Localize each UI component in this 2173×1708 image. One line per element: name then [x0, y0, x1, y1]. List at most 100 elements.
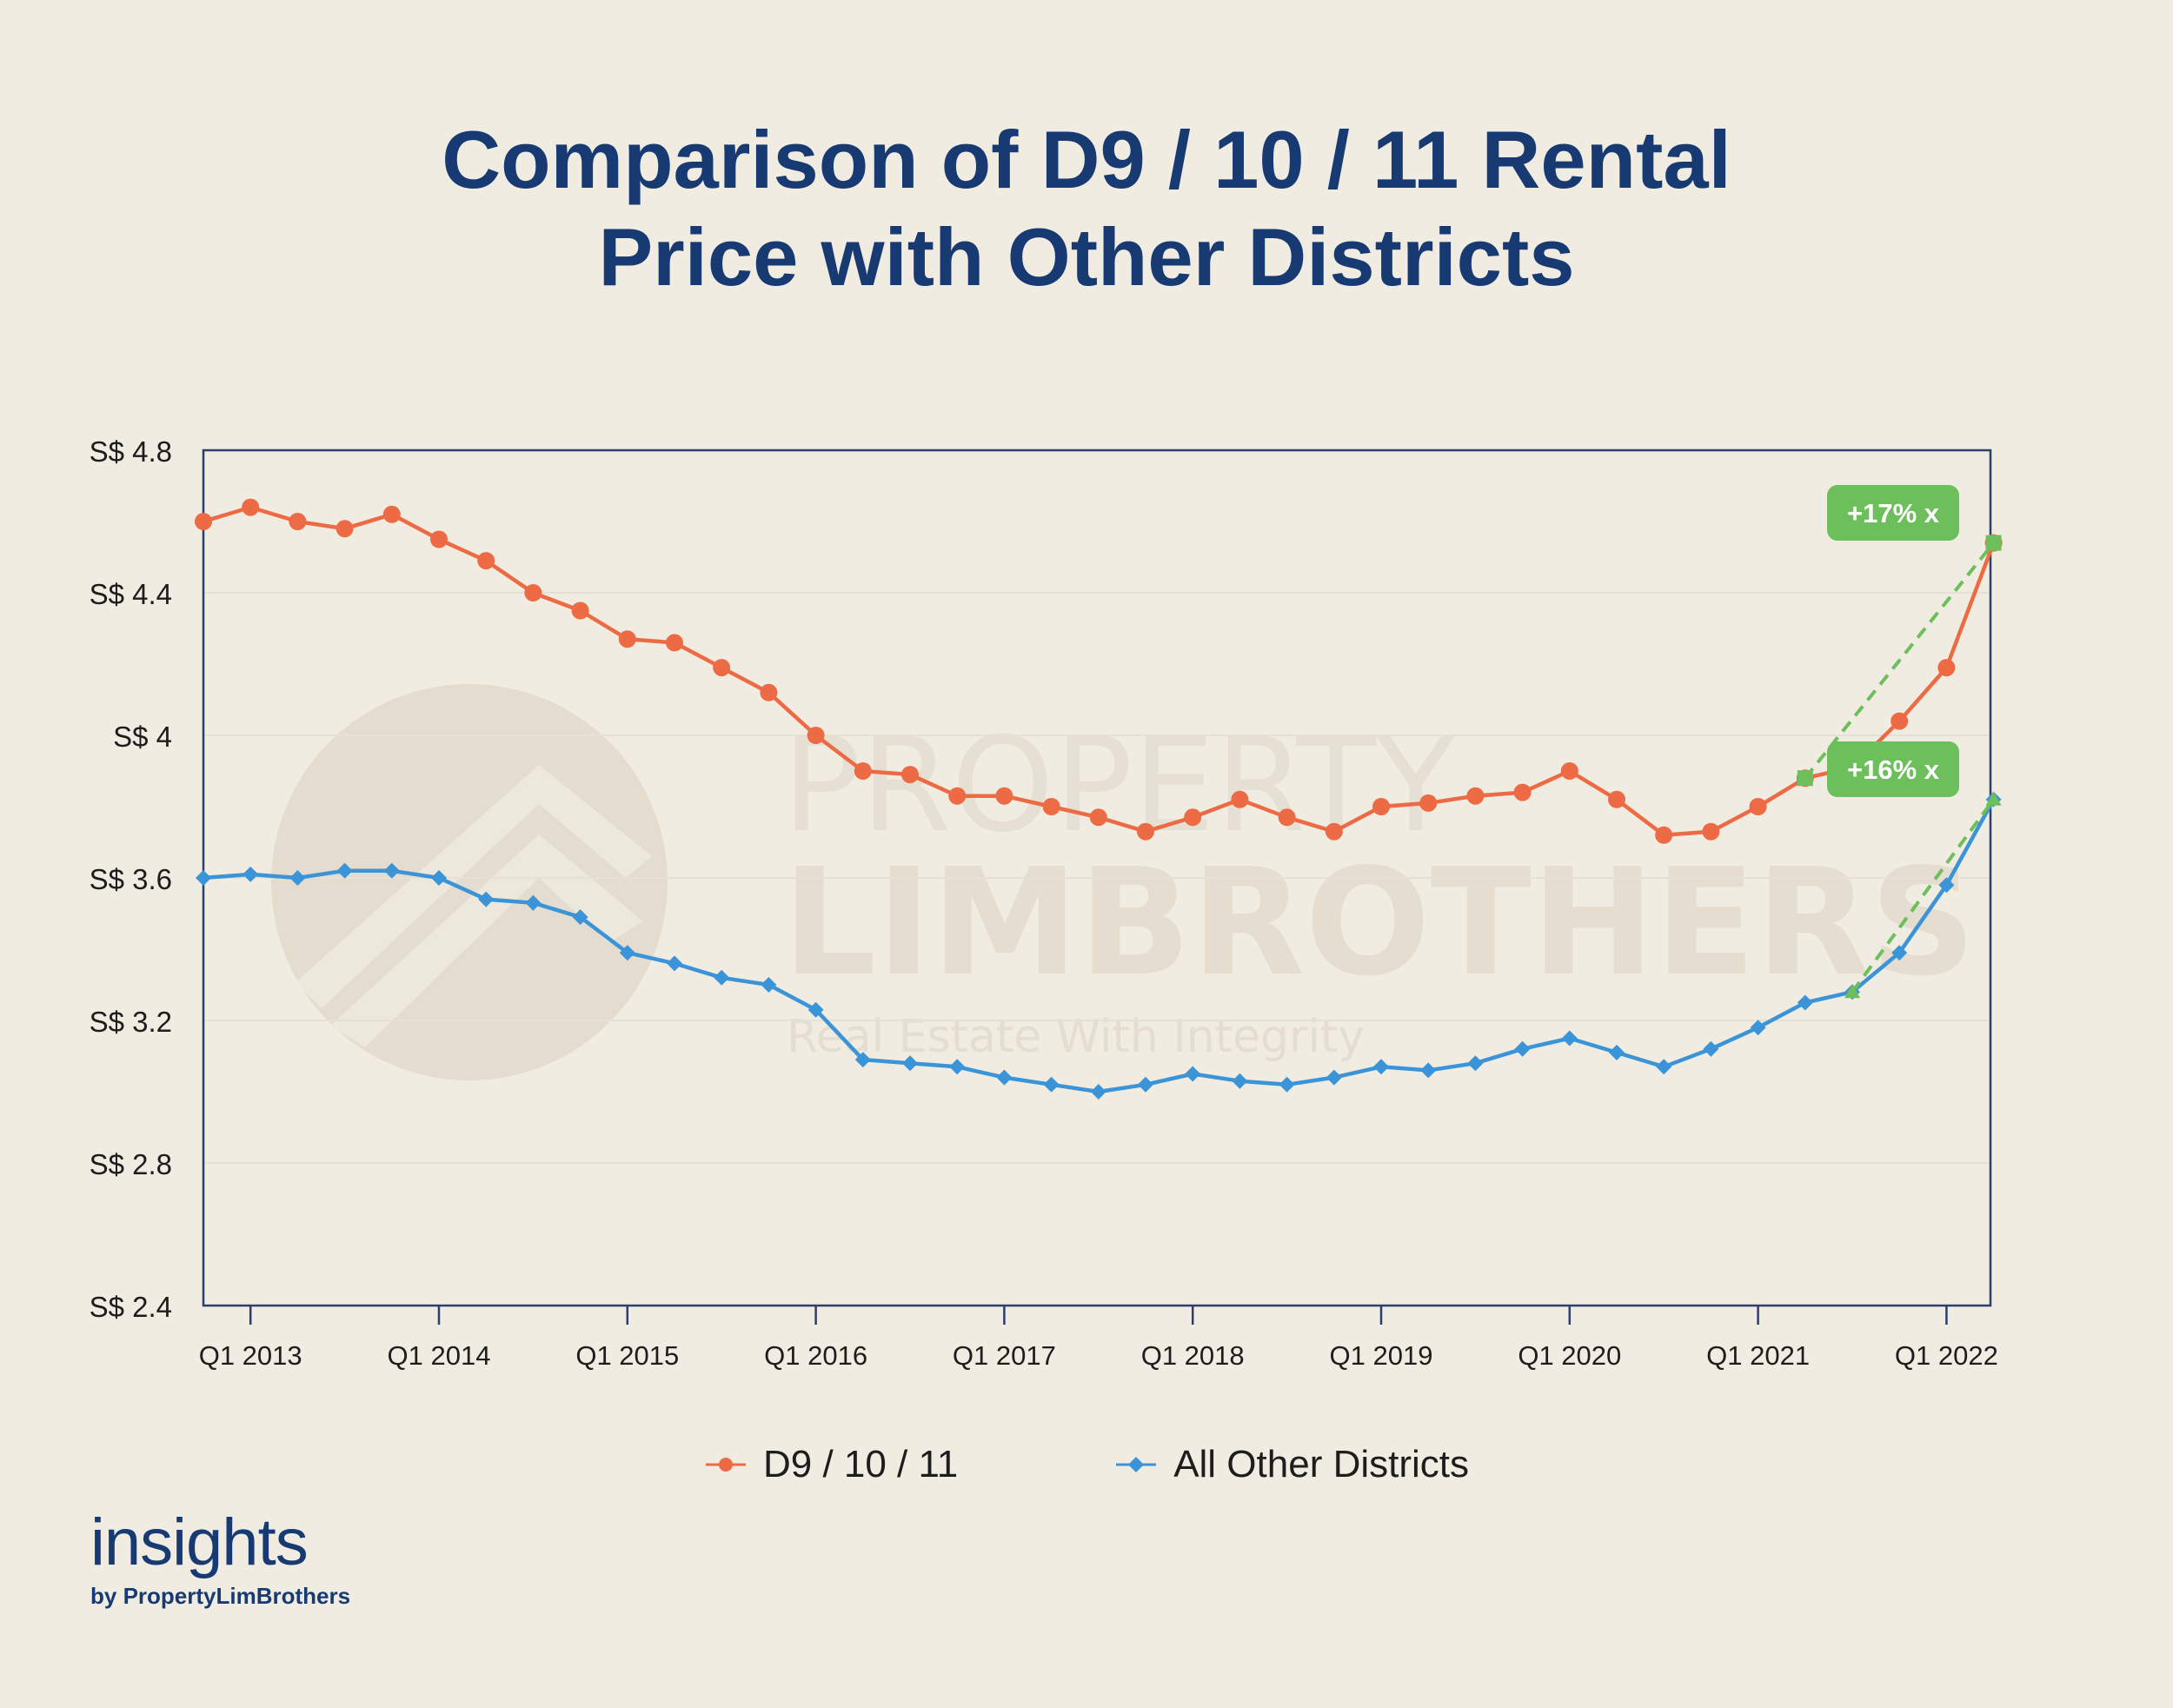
data-point [1702, 822, 1720, 841]
data-point [901, 766, 919, 784]
data-point [1514, 1040, 1531, 1057]
data-point [525, 894, 542, 911]
data-point [667, 955, 682, 972]
data-point [1042, 798, 1060, 815]
y-tick-label: S$ 4 [113, 721, 172, 753]
data-point [1466, 787, 1485, 805]
growth-badge [1827, 741, 1959, 797]
data-point [289, 513, 307, 530]
data-point [1326, 1069, 1342, 1086]
data-point [854, 1052, 871, 1068]
x-tick-label: Q1 2014 [388, 1340, 491, 1371]
y-tick-label: S$ 3.6 [90, 863, 172, 895]
data-point [1089, 808, 1107, 827]
data-point [1185, 1066, 1201, 1082]
data-point [996, 1069, 1013, 1086]
y-axis: S$ 2.4 S$ 2.8 S$ 3.2 S$ 3.6 S$ 4 S$ 4.4 S$ 4.8 [90, 435, 172, 1323]
x-tick-label: Q1 2016 [764, 1340, 867, 1371]
watermark-tagline: Real Estate With Integrity [787, 1011, 1365, 1063]
data-point [1090, 1084, 1106, 1100]
data-point [713, 659, 731, 677]
y-tick-label: S$ 4.8 [90, 435, 172, 468]
data-point [619, 945, 635, 961]
data-point [1749, 798, 1767, 815]
growth-badge-label: +17% x [1847, 498, 1940, 528]
watermark-text-limbrothers: LIMBROTHERS [782, 837, 1976, 1009]
data-point [1419, 794, 1438, 812]
x-tick-label: Q1 2017 [953, 1340, 1056, 1371]
data-point [1750, 1020, 1766, 1036]
data-point [336, 520, 354, 538]
data-point [1703, 1040, 1719, 1057]
annotation-d9-10-11: +17% x [1797, 485, 2002, 787]
annotations-layer: +17% x +16% x [1797, 485, 2002, 999]
data-point [1656, 1059, 1672, 1075]
data-point [195, 513, 212, 530]
legend-item-d9-10-11[interactable]: D9 / 10 / 11 [704, 1443, 958, 1486]
watermark-circle [271, 684, 668, 1080]
data-point [196, 870, 211, 886]
y-tick-label: S$ 2.4 [90, 1291, 172, 1323]
data-point [1232, 1073, 1248, 1089]
data-point [1891, 945, 1908, 961]
data-point [1561, 1030, 1578, 1047]
y-tick-label: S$ 4.4 [90, 578, 172, 610]
data-point [948, 787, 967, 805]
data-point [1231, 790, 1249, 808]
legend-item-all-other-districts[interactable]: All Other Districts [1114, 1443, 1469, 1486]
data-point [1938, 877, 1955, 894]
data-point [1372, 798, 1390, 815]
x-axis: Q1 2013 Q1 2014 Q1 2015 Q1 2016 Q1 2017 Q1 20… [199, 1306, 1998, 1371]
brand-byline: by PropertyLimBrothers [90, 1583, 351, 1609]
data-point [1467, 1055, 1484, 1072]
data-point [242, 498, 260, 516]
gridlines [203, 592, 1990, 1164]
data-point [1513, 783, 1532, 801]
data-point [666, 634, 683, 652]
data-point [430, 530, 448, 548]
data-point [854, 762, 872, 780]
data-point [1608, 790, 1625, 808]
data-point [431, 870, 447, 886]
data-point [1325, 822, 1343, 841]
data-point [807, 727, 825, 744]
growth-start-marker [1844, 984, 1860, 999]
growth-badge [1827, 485, 1959, 541]
data-point [382, 505, 401, 523]
data-point [714, 969, 730, 986]
growth-end-marker [1985, 535, 2002, 551]
data-point [1138, 1076, 1153, 1093]
data-point [761, 977, 777, 993]
watermark-chevron-upper [296, 765, 652, 1008]
data-point [807, 1001, 824, 1018]
annotation-all-other-districts: +16% x [1827, 741, 2002, 999]
growth-dashed-line [1804, 542, 1996, 780]
data-point [1937, 659, 1956, 677]
chart-title-line-2: Price with Other Districts [598, 211, 1575, 302]
x-tick-label: Q1 2020 [1518, 1340, 1621, 1371]
data-point [571, 601, 589, 620]
data-point [383, 862, 400, 879]
data-point [289, 870, 306, 886]
data-point [524, 584, 542, 601]
chart-title: Comparison of D9 / 10 / 11 Rental Price … [0, 111, 2173, 306]
x-tick-label: Q1 2015 [575, 1340, 679, 1371]
x-tick-label: Q1 2019 [1330, 1340, 1433, 1371]
data-point [572, 909, 588, 926]
legend-circle-marker-icon [705, 1458, 746, 1472]
data-point [1560, 762, 1578, 780]
data-point [1609, 1044, 1625, 1060]
growth-start-marker [1797, 770, 1813, 787]
data-point [1797, 994, 1813, 1011]
series-layer [195, 498, 2003, 1100]
x-tick-label: Q1 2022 [1895, 1340, 1998, 1371]
y-tick-label: S$ 2.8 [90, 1148, 172, 1180]
data-point [618, 630, 636, 648]
data-point [243, 866, 259, 882]
watermark-chevron-lower [330, 834, 643, 1047]
brand-logo: insights by PropertyLimBrothers [90, 1508, 350, 1610]
data-point [477, 552, 495, 570]
x-tick-label: Q1 2021 [1706, 1340, 1810, 1371]
